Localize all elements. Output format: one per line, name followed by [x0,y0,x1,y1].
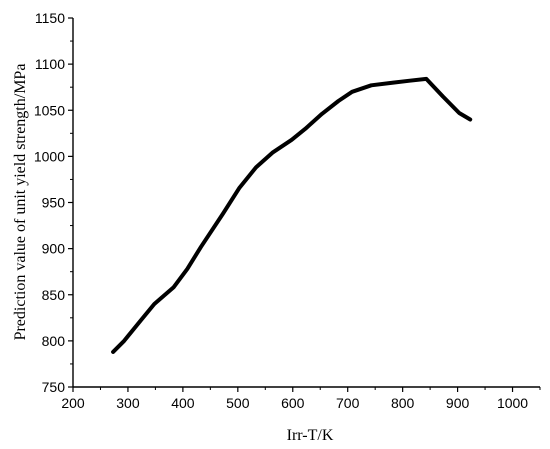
axes [72,18,540,388]
y-tick-label: 1000 [34,148,65,164]
x-tick-label: 1000 [497,395,528,411]
x-tick-label: 700 [336,395,360,411]
x-tick-label: 600 [281,395,305,411]
x-tick-label: 800 [391,395,415,411]
x-tick-label: 500 [226,395,250,411]
x-tick-label: 200 [61,395,85,411]
tick-marks [68,17,541,392]
y-axis-title: Prediction value of unit yield strength/… [12,64,29,341]
y-tick-label: 800 [42,333,66,349]
x-tick-label: 900 [446,395,470,411]
y-tick-label: 850 [42,287,66,303]
series-line [111,76,473,354]
y-tick-label: 1150 [35,10,65,26]
x-tick-label: 400 [171,395,195,411]
x-tick-labels: 200 300 400 500 600 700 800 900 1000 [61,395,528,411]
y-tick-label: 1100 [35,56,65,72]
y-tick-labels: 750 800 850 900 950 1000 1050 1100 1150 [34,10,65,395]
y-tick-label: 750 [42,379,66,395]
y-tick-label: 1050 [34,102,65,118]
y-tick-label: 900 [42,241,66,257]
y-tick-label: 950 [42,195,66,211]
x-tick-label: 300 [116,395,140,411]
x-axis-title: Irr-T/K [287,427,334,444]
series-layer [111,76,473,354]
